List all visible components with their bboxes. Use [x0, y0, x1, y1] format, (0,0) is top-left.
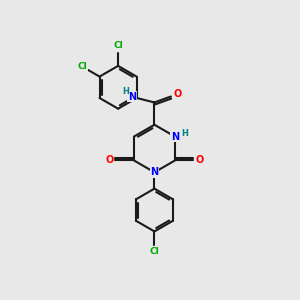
- Text: O: O: [195, 155, 203, 165]
- Text: Cl: Cl: [77, 62, 87, 71]
- Text: N: N: [128, 92, 136, 101]
- Text: O: O: [105, 155, 114, 165]
- Text: N: N: [171, 132, 179, 142]
- Text: H: H: [122, 87, 129, 96]
- Text: H: H: [181, 129, 188, 138]
- Text: Cl: Cl: [150, 247, 159, 256]
- Text: N: N: [150, 167, 158, 177]
- Text: O: O: [173, 89, 182, 99]
- Text: Cl: Cl: [113, 41, 123, 50]
